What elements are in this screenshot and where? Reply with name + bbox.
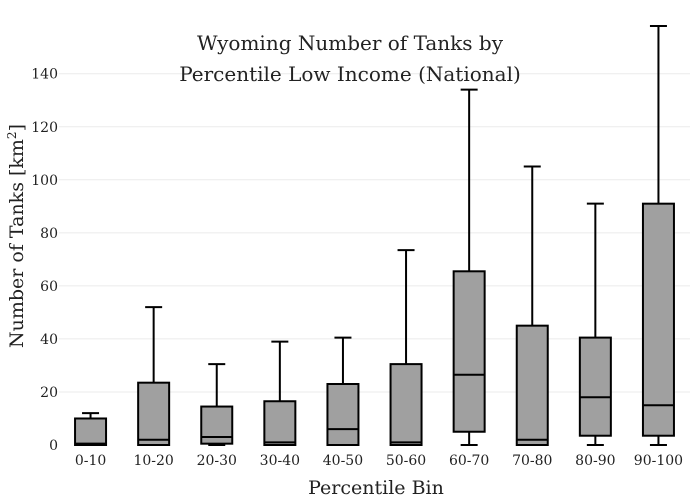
y-tick-label: 60 xyxy=(40,279,58,295)
gridlines xyxy=(59,73,690,393)
iqr-box xyxy=(641,202,675,437)
x-tick-label: 40-50 xyxy=(323,453,363,469)
box-group-60-70 xyxy=(452,88,486,446)
x-axis-ticks: 0-10 10-20 20-30 30-40 40-50 50-60 60-70 70-80 8… xyxy=(75,453,683,469)
chart-title-line-2: Percentile Low Income (National) xyxy=(179,62,521,86)
chart-title-line-1: Wyoming Number of Tanks by xyxy=(197,31,504,55)
iqr-box xyxy=(326,383,360,446)
box-group-80-90 xyxy=(578,202,612,446)
y-tick-label: 80 xyxy=(40,226,58,242)
iqr-box xyxy=(515,324,549,446)
box-series xyxy=(74,25,675,447)
x-tick-label: 0-10 xyxy=(75,453,106,469)
x-tick-label: 20-30 xyxy=(197,453,237,469)
x-tick-label: 50-60 xyxy=(386,453,426,469)
iqr-box xyxy=(263,400,297,447)
x-axis-title: Percentile Bin xyxy=(308,477,444,499)
box-group-20-30 xyxy=(200,363,234,446)
box-group-90-100 xyxy=(641,25,675,446)
y-axis-title-main: Number of Tanks [km xyxy=(6,139,28,348)
box-group-10-20 xyxy=(137,306,171,447)
x-tick-label: 90-100 xyxy=(634,453,683,469)
y-axis-title-end: ] xyxy=(6,124,28,131)
iqr-box xyxy=(137,381,171,447)
iqr-box xyxy=(452,270,486,433)
y-tick-label: 0 xyxy=(49,438,58,454)
box-group-50-60 xyxy=(389,249,423,447)
y-tick-label: 40 xyxy=(40,332,58,348)
box-group-0-10 xyxy=(74,412,108,447)
y-tick-label: 140 xyxy=(31,67,58,83)
y-tick-label: 100 xyxy=(31,173,58,189)
y-axis-title-superscript: 2 xyxy=(5,131,19,139)
x-tick-label: 60-70 xyxy=(449,453,489,469)
y-axis-title: Number of Tanks [km2] xyxy=(5,124,28,348)
iqr-box xyxy=(578,336,612,437)
x-tick-label: 70-80 xyxy=(512,453,552,469)
iqr-box xyxy=(200,405,234,445)
x-tick-label: 80-90 xyxy=(575,453,615,469)
y-axis-ticks: 0 20 40 60 80 100 120 140 xyxy=(31,67,58,454)
box-group-70-80 xyxy=(515,165,549,446)
y-tick-label: 20 xyxy=(40,385,58,401)
iqr-box xyxy=(74,417,108,447)
box-group-30-40 xyxy=(263,340,297,447)
x-tick-label: 30-40 xyxy=(260,453,300,469)
box-group-40-50 xyxy=(326,336,360,446)
x-tick-label: 10-20 xyxy=(133,453,173,469)
iqr-box xyxy=(389,363,423,447)
y-tick-label: 120 xyxy=(31,120,58,136)
